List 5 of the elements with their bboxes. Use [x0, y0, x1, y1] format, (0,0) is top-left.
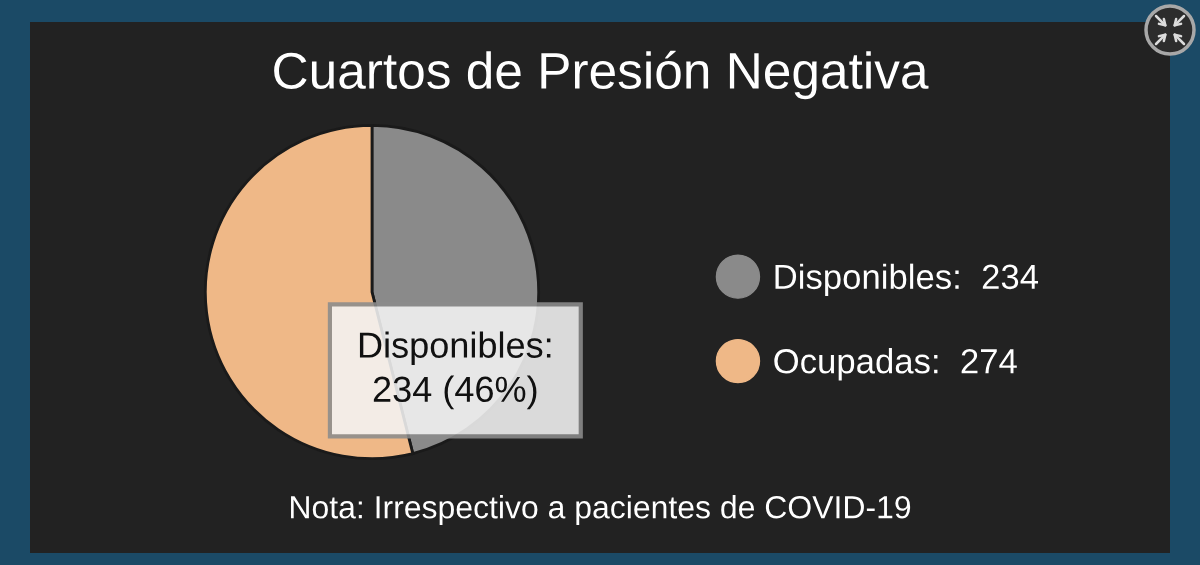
- legend-label: Disponibles: 234: [775, 263, 1039, 297]
- text: Nota: Irrespectivo a pacientes de COVID-19: [291, 495, 911, 525]
- text: Disponibles: 234 (46%): [359, 331, 551, 410]
- chart-title: Cuartos de Presión Negativa: [274, 50, 929, 100]
- legend-label: Ocupadas: 274: [774, 348, 1017, 381]
